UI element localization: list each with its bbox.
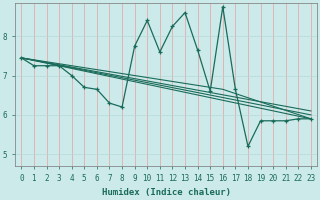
X-axis label: Humidex (Indice chaleur): Humidex (Indice chaleur) — [102, 188, 231, 197]
